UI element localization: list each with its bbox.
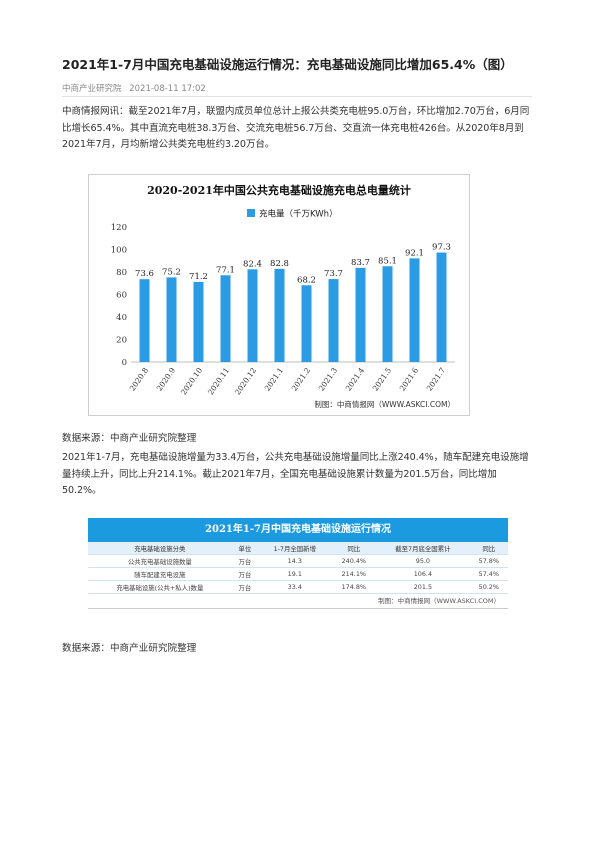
table-cell: 万台 [231,580,259,594]
y-tick-label: 120 [111,223,127,233]
bar [220,275,231,362]
table-cell: 截至7月底全国累计 [376,542,470,555]
table-cell: 33.4 [258,580,332,594]
x-tick-label: 2020.8 [128,366,151,393]
data-label: 82.8 [270,259,289,269]
data-label: 77.1 [216,265,235,275]
table-title: 2021年1-7月中国充电基础设施运行情况 [88,518,508,542]
legend-swatch [247,209,255,217]
x-tick-label: 2021.1 [263,366,285,393]
data-label: 97.3 [432,243,451,253]
table-grid: 充电基础设施分类 单位 1-7月全国新增 同比 截至7月底全国累计 同比 公共充电基础设施数… [88,542,508,594]
y-tick-label: 80 [116,268,127,278]
title-divider [62,96,532,97]
bar [355,267,366,362]
data-label: 75.2 [162,267,181,277]
table-cell: 万台 [231,554,259,568]
article-title: 2021年1-7月中国充电基础设施运行情况：充电基础设施同比增加65.4%（图） [62,57,513,72]
bar [274,268,285,362]
bar [139,279,150,362]
x-tick-label: 2021.3 [317,366,340,393]
bar [328,279,339,362]
stats-table: 2021年1-7月中国充电基础设施运行情况 充电基础设施分类 单位 1-7月全国新增… [88,518,508,625]
x-tick-label: 2021.7 [425,366,448,393]
bar [436,252,447,362]
data-source-1: 数据来源：中商产业研究院整理 [62,433,197,444]
table-cell: 14.3 [258,554,332,568]
bar-chart: 2020-2021年中国公共充电基础设施充电总电量统计 充电量（千万KWh） 0 20… [88,174,470,416]
y-tick-label: 60 [116,291,127,301]
table-cell: 57.8% [469,554,508,568]
x-tick-label: 2021.4 [344,366,367,393]
table-cell: 1-7月全国新增 [258,542,332,555]
table-cell: 57.4% [469,567,508,581]
table-cell: 19.1 [258,567,332,581]
article-source[interactable]: 中商产业研究院 [62,84,122,94]
article-date: 2021-08-11 17:02 [129,84,206,94]
table-row: 随车配建充电设施 万台 19.1 214.1% 106.4 57.4% [88,567,508,581]
table-cell: 万台 [231,567,259,581]
paragraph-1: 中商情报网讯：截至2021年7月，联盟内成员单位总计上报公共类充电桩95.0万台… [62,106,530,150]
data-label: 82.4 [243,259,262,269]
table-credit: 制图：中商情报网（WWW.ASKCI.COM） [88,594,508,609]
x-tick-label: 2021.6 [398,366,421,393]
x-tick-label: 2020.12 [233,366,258,397]
table-cell: 随车配建充电设施 [88,567,232,581]
table-cell: 174.8% [331,580,377,594]
data-label: 73.6 [135,269,154,279]
y-tick-label: 20 [116,336,127,346]
data-source-2: 数据来源：中商产业研究院整理 [62,643,197,654]
table-cell: 106.4 [376,567,470,581]
data-label: 68.2 [297,275,316,285]
data-label: 83.7 [351,258,370,268]
bar [409,258,420,362]
table-header-row: 充电基础设施分类 单位 1-7月全国新增 同比 截至7月底全国累计 同比 [88,542,508,555]
table-cell: 充电基础设施(公共+私人)数量 [88,580,232,594]
x-tick-label: 2021.2 [290,366,313,393]
chart-title: 2020-2021年中国公共充电基础设施充电总电量统计 [147,183,411,197]
table-cell: 充电基础设施分类 [88,542,232,555]
y-tick-label: 100 [111,246,127,256]
bar [247,269,258,362]
legend-label: 充电量（千万KWh） [259,209,338,220]
table-cell: 201.5 [376,580,470,594]
table-cell: 240.4% [331,554,377,568]
table-cell: 50.2% [469,580,508,594]
paragraph-2: 2021年1-7月，充电基础设施增量为33.4万台，公共充电基础设施增量同比上涨… [62,452,529,496]
table-cell: 同比 [469,542,508,555]
table-cell: 公共充电基础设施数量 [88,554,232,568]
bar [382,266,393,362]
y-tick-label: 0 [122,358,127,368]
data-label: 73.7 [324,269,343,279]
article-meta: 中商产业研究院 2021-08-11 17:02 [62,82,206,94]
chart-svg: 2020-2021年中国公共充电基础设施充电总电量统计充电量（千万KWh）020… [111,183,455,409]
x-tick-label: 2020.9 [155,366,178,393]
bar [193,281,204,362]
chart-credit: 制图：中商情报网（WWW.ASKCI.COM） [314,399,455,409]
y-tick-label: 40 [116,313,127,323]
bar [301,285,312,362]
bar [166,277,177,362]
table-cell: 95.0 [376,554,470,568]
data-label: 71.2 [189,272,208,282]
table-row: 充电基础设施(公共+私人)数量 万台 33.4 174.8% 201.5 50.2% [88,580,508,594]
x-tick-label: 2020.10 [179,366,204,397]
table-cell: 单位 [231,542,259,555]
data-label: 92.1 [405,248,424,258]
x-tick-label: 2020.11 [206,366,231,397]
table-row: 公共充电基础设施数量 万台 14.3 240.4% 95.0 57.8% [88,554,508,568]
data-label: 85.1 [378,256,397,266]
x-tick-label: 2021.5 [371,366,394,393]
table-cell: 同比 [331,542,377,555]
table-cell: 214.1% [331,567,377,581]
